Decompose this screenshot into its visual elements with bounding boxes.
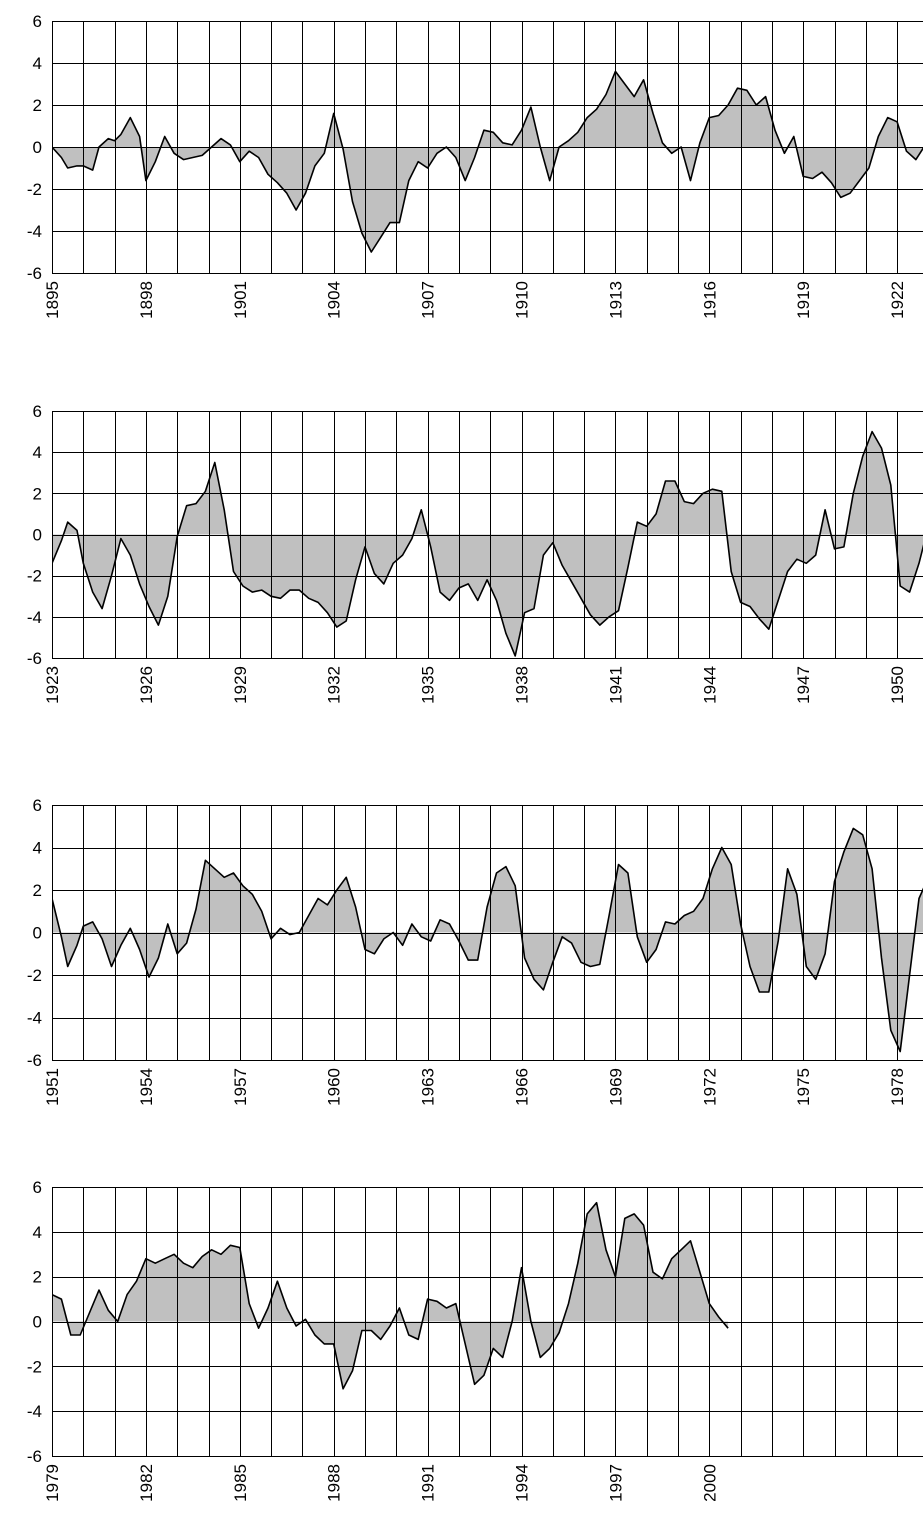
- y-tick-label: 4: [33, 1223, 42, 1242]
- x-tick-label: 1901: [231, 281, 250, 319]
- y-tick-label: 2: [33, 484, 42, 503]
- x-tick-label: 1907: [419, 281, 438, 319]
- series-area: [52, 828, 923, 1052]
- x-tick-label: 1922: [888, 281, 907, 319]
- x-tick-label: 1919: [794, 281, 813, 319]
- series-line: [52, 430, 923, 657]
- x-tick-label: 1947: [794, 666, 813, 704]
- x-tick-label: 1950: [888, 666, 907, 704]
- x-tick-label: 1957: [231, 1068, 250, 1106]
- x-tick-label: 1910: [513, 281, 532, 319]
- x-tick-label: 1975: [794, 1068, 813, 1106]
- x-tick-label: 2000: [700, 1464, 719, 1502]
- y-tick-label: -6: [27, 649, 42, 668]
- series-line: [52, 827, 923, 1053]
- y-tick-label: 4: [33, 839, 42, 858]
- y-tick-label: 4: [33, 54, 42, 73]
- x-tick-label: 1941: [606, 666, 625, 704]
- x-tick-label: 1926: [137, 666, 156, 704]
- y-tick-label: -2: [27, 567, 42, 586]
- y-tick-label: -4: [27, 1402, 42, 1421]
- x-tick-label: 1935: [419, 666, 438, 704]
- x-tick-label: 1969: [606, 1068, 625, 1106]
- y-tick-label: 6: [33, 796, 42, 815]
- series-area: [52, 71, 923, 252]
- x-tick-label: 1972: [700, 1068, 719, 1106]
- x-tick-label: 1988: [325, 1464, 344, 1502]
- y-tick-label: -2: [27, 180, 42, 199]
- y-tick-label: -4: [27, 608, 42, 627]
- y-tick-label: 6: [33, 12, 42, 31]
- series-area: [52, 431, 923, 656]
- y-tick-label: -4: [27, 1009, 42, 1028]
- y-tick-label: 0: [33, 138, 42, 157]
- y-tick-label: 2: [33, 881, 42, 900]
- x-tick-label: 1966: [513, 1068, 532, 1106]
- x-tick-label: 1994: [513, 1464, 532, 1502]
- x-tick-label: 1960: [325, 1068, 344, 1106]
- x-tick-label: 1913: [606, 281, 625, 319]
- x-tick-label: 1923: [43, 666, 62, 704]
- x-tick-label: 1898: [137, 281, 156, 319]
- y-tick-label: 0: [33, 924, 42, 943]
- x-tick-label: 1954: [137, 1068, 156, 1106]
- y-tick-label: 6: [33, 1178, 42, 1197]
- x-tick-label: 1895: [43, 281, 62, 319]
- y-tick-label: 6: [33, 402, 42, 421]
- x-tick-label: 1991: [419, 1464, 438, 1502]
- y-tick-label: -6: [27, 1447, 42, 1466]
- x-tick-label: 1944: [700, 666, 719, 704]
- x-tick-label: 1951: [43, 1068, 62, 1106]
- series-line: [52, 1201, 729, 1390]
- y-tick-label: -2: [27, 966, 42, 985]
- series-area: [52, 1202, 729, 1389]
- x-tick-label: 1929: [231, 666, 250, 704]
- x-tick-label: 1997: [606, 1464, 625, 1502]
- x-tick-label: 1982: [137, 1464, 156, 1502]
- y-tick-label: -4: [27, 222, 42, 241]
- y-tick-label: 2: [33, 96, 42, 115]
- x-tick-label: 1978: [888, 1068, 907, 1106]
- y-tick-label: -6: [27, 1051, 42, 1070]
- series-line: [52, 70, 923, 253]
- x-tick-label: 1916: [700, 281, 719, 319]
- x-tick-label: 1979: [43, 1464, 62, 1502]
- y-tick-label: -6: [27, 264, 42, 283]
- x-tick-label: 1938: [513, 666, 532, 704]
- x-tick-label: 1963: [419, 1068, 438, 1106]
- y-tick-label: 2: [33, 1268, 42, 1287]
- x-tick-label: 1932: [325, 666, 344, 704]
- y-tick-label: 0: [33, 526, 42, 545]
- y-tick-label: 4: [33, 443, 42, 462]
- x-tick-label: 1904: [325, 281, 344, 319]
- y-tick-label: 0: [33, 1313, 42, 1332]
- x-tick-label: 1985: [231, 1464, 250, 1502]
- y-tick-label: -2: [27, 1357, 42, 1376]
